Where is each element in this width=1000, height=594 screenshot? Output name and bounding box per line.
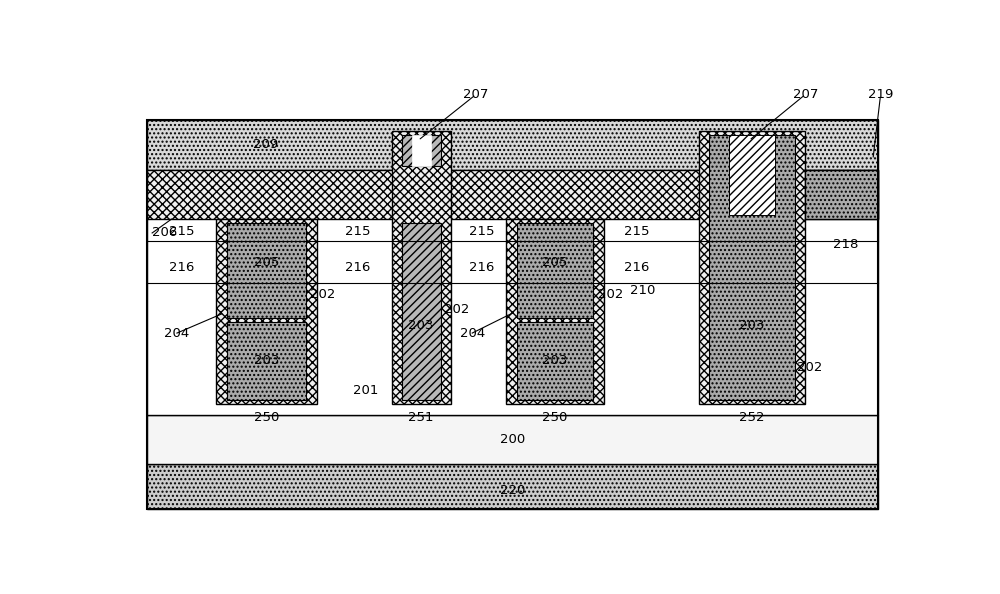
Text: 209: 209 bbox=[253, 138, 278, 151]
Text: 205: 205 bbox=[542, 256, 568, 268]
Text: 250: 250 bbox=[254, 411, 280, 424]
Text: 201: 201 bbox=[353, 384, 378, 397]
Bar bbox=[402, 223, 441, 400]
Text: 202: 202 bbox=[444, 304, 469, 317]
Text: 216: 216 bbox=[345, 261, 370, 274]
Bar bbox=[698, 131, 805, 404]
Bar bbox=[147, 120, 878, 508]
Bar bbox=[147, 170, 878, 415]
Text: 215: 215 bbox=[345, 225, 370, 238]
Text: 252: 252 bbox=[739, 411, 765, 424]
Text: 220: 220 bbox=[500, 485, 525, 497]
Text: 204: 204 bbox=[164, 327, 190, 340]
Text: 251: 251 bbox=[408, 411, 434, 424]
Bar bbox=[392, 131, 450, 404]
Text: 203: 203 bbox=[254, 353, 280, 366]
Text: 215: 215 bbox=[469, 225, 494, 238]
Bar bbox=[216, 219, 317, 404]
Text: 250: 250 bbox=[542, 411, 568, 424]
Text: 204: 204 bbox=[460, 327, 485, 340]
Text: 206: 206 bbox=[152, 226, 177, 239]
Bar bbox=[147, 120, 878, 170]
Text: 215: 215 bbox=[169, 225, 194, 238]
Text: 203: 203 bbox=[739, 319, 765, 332]
Text: 216: 216 bbox=[624, 261, 649, 274]
Bar bbox=[227, 321, 306, 400]
Text: 203: 203 bbox=[408, 319, 434, 332]
Bar bbox=[506, 219, 604, 404]
Bar bbox=[402, 135, 441, 166]
Text: 218: 218 bbox=[833, 238, 858, 251]
Text: 216: 216 bbox=[169, 261, 194, 274]
Bar bbox=[227, 223, 306, 318]
Bar bbox=[412, 135, 431, 166]
Text: 200: 200 bbox=[500, 433, 525, 446]
Text: 215: 215 bbox=[624, 225, 649, 238]
Text: 207: 207 bbox=[793, 88, 818, 101]
Text: 216: 216 bbox=[469, 261, 494, 274]
Text: 203: 203 bbox=[542, 353, 568, 366]
Text: 202: 202 bbox=[797, 361, 823, 374]
Bar bbox=[805, 170, 878, 219]
Bar bbox=[729, 135, 775, 215]
Bar bbox=[517, 223, 593, 318]
Bar bbox=[147, 415, 878, 464]
Text: 210: 210 bbox=[630, 285, 655, 297]
Bar bbox=[709, 135, 795, 400]
Text: 207: 207 bbox=[463, 88, 489, 101]
Text: 219: 219 bbox=[868, 88, 893, 101]
Bar bbox=[147, 170, 878, 219]
Text: 202: 202 bbox=[310, 288, 335, 301]
Text: 202: 202 bbox=[598, 288, 624, 301]
Text: 205: 205 bbox=[254, 256, 280, 268]
Bar bbox=[147, 464, 878, 508]
Bar bbox=[517, 321, 593, 400]
